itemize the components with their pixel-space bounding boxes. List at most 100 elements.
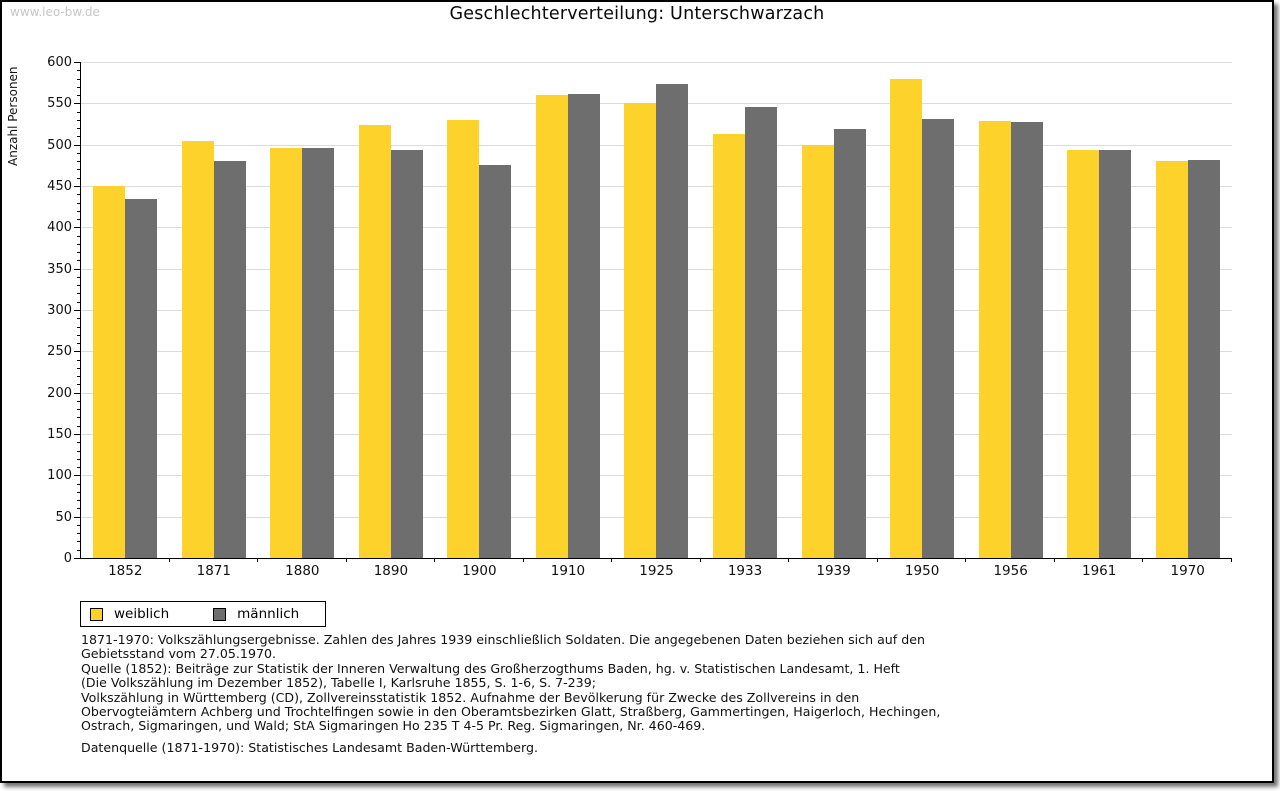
y-axis-minor-tick [77, 343, 80, 345]
bar-männlich-1970 [1187, 160, 1220, 558]
x-axis-tick [522, 558, 524, 562]
datasource-line: Datenquelle (1871-1970): Statistisches L… [81, 740, 538, 755]
y-axis-minor-tick [77, 458, 80, 460]
y-axis-minor-tick [77, 136, 80, 138]
x-axis-tick [434, 558, 436, 562]
bar-group-1939 [789, 62, 878, 558]
y-tick-label-200: 200 [47, 385, 72, 401]
bar-männlich-1956 [1010, 121, 1043, 558]
bar-group-1950 [878, 62, 967, 558]
bar-männlich-1910 [567, 94, 600, 558]
bar-weiblich-1925 [624, 103, 657, 558]
bar-männlich-1961 [1099, 150, 1132, 558]
y-tick-label-450: 450 [47, 179, 72, 194]
y-axis-minor-tick [77, 376, 80, 378]
x-axis-tick [168, 558, 170, 562]
x-axis-tick [1053, 558, 1055, 562]
bar-group-1880 [258, 62, 347, 558]
y-axis-minor-tick [77, 483, 80, 485]
y-tick-label-50: 50 [55, 509, 72, 525]
y-tick-label-350: 350 [47, 261, 72, 277]
bar-weiblich-1852 [93, 186, 126, 558]
y-tick-label-150: 150 [47, 427, 72, 442]
maennlich-swatch-icon [213, 607, 227, 621]
y-tick-label-550: 550 [47, 96, 72, 112]
x-axis-tick [876, 558, 878, 562]
y-axis-label: Anzahl Personen [6, 66, 20, 166]
y-axis-minor-tick [77, 326, 80, 328]
y-axis-major-tick [74, 103, 80, 105]
bar-group-1900 [435, 62, 524, 558]
y-tick-label-250: 250 [47, 344, 72, 360]
bar-group-1871 [170, 62, 259, 558]
bar-weiblich-1939 [801, 144, 834, 558]
bar-männlich-1890 [390, 150, 423, 558]
chart-title: Geschlechterverteilung: Unterschwarzach [449, 4, 825, 24]
x-tick-label-1925: 1925 [639, 563, 674, 579]
bar-männlich-1933 [745, 107, 778, 558]
bar-group-1933 [701, 62, 790, 558]
bar-männlich-1852 [125, 199, 158, 558]
bar-group-1852 [81, 62, 170, 558]
y-axis-minor-tick [77, 78, 80, 80]
x-tick-label-1950: 1950 [904, 563, 940, 579]
y-axis-minor-tick [77, 86, 80, 88]
y-tick-label-500: 500 [47, 137, 72, 153]
y-axis-minor-tick [77, 450, 80, 452]
y-axis-minor-tick [77, 508, 80, 510]
y-axis-minor-tick [77, 161, 80, 163]
x-axis-tick [345, 558, 347, 562]
x-tick-label-1910: 1910 [550, 563, 586, 579]
y-axis-minor-tick [77, 409, 80, 411]
x-tick-label-1961: 1961 [1082, 563, 1117, 579]
y-axis-minor-tick [77, 417, 80, 419]
y-tick-label-100: 100 [47, 468, 72, 484]
x-tick-label-1880: 1880 [285, 563, 320, 579]
y-axis-minor-tick [77, 70, 80, 72]
y-axis-minor-tick [77, 128, 80, 130]
gridline [81, 62, 1232, 63]
y-axis-major-tick [74, 475, 80, 477]
y-tick-label-300: 300 [47, 303, 72, 318]
y-axis-minor-tick [77, 549, 80, 551]
y-axis-minor-tick [77, 260, 80, 262]
bar-weiblich-1950 [890, 79, 923, 558]
y-axis-major-tick [74, 310, 80, 311]
y-tick-label-400: 400 [47, 220, 72, 236]
footnote-line: Obervogteiämtern Achberg und Trochtelfin… [81, 704, 941, 720]
x-tick-label-1890: 1890 [373, 563, 409, 579]
bar-group-1890 [347, 62, 436, 558]
y-axis-minor-tick [77, 169, 80, 171]
bar-weiblich-1871 [181, 140, 214, 558]
legend-item-weiblich: weiblich [90, 606, 169, 622]
y-axis-minor-tick [77, 276, 80, 278]
y-axis-minor-tick [77, 359, 80, 361]
y-axis-minor-tick [77, 533, 80, 535]
x-axis-tick [611, 558, 613, 562]
y-axis-minor-tick [77, 202, 80, 204]
y-axis-minor-tick [77, 119, 80, 121]
bar-weiblich-1900 [447, 119, 480, 558]
plot-area: 1852 1871 1880 1890 1900 1910 1925 1933 1939 1950… [80, 62, 1232, 579]
y-axis-minor-tick [77, 425, 80, 427]
y-axis-minor-tick [77, 500, 80, 502]
bar-männlich-1925 [656, 84, 689, 558]
y-axis-minor-tick [77, 491, 80, 493]
y-axis-minor-tick [77, 210, 80, 212]
y-axis-minor-tick [77, 252, 80, 254]
bar-weiblich-1890 [358, 124, 391, 558]
y-axis-minor-tick [77, 177, 80, 179]
footnote-line: Quelle (1852): Beiträge zur Statistik de… [81, 660, 900, 676]
y-axis-minor-tick [77, 467, 80, 469]
y-axis-major-tick [74, 558, 80, 559]
footnote-line: 1871-1970: Volkszählungsergebnisse. Zahl… [81, 632, 925, 647]
bar-group-1925 [612, 62, 701, 558]
y-axis-minor-tick [77, 285, 80, 287]
watermark: www.leo-bw.de [10, 5, 100, 19]
legend-label-weiblich: weiblich [114, 606, 170, 622]
x-axis-tick [699, 558, 701, 562]
x-tick-label-1852: 1852 [108, 563, 143, 579]
x-tick-label-1871: 1871 [196, 563, 231, 579]
y-axis-minor-tick [77, 541, 80, 543]
